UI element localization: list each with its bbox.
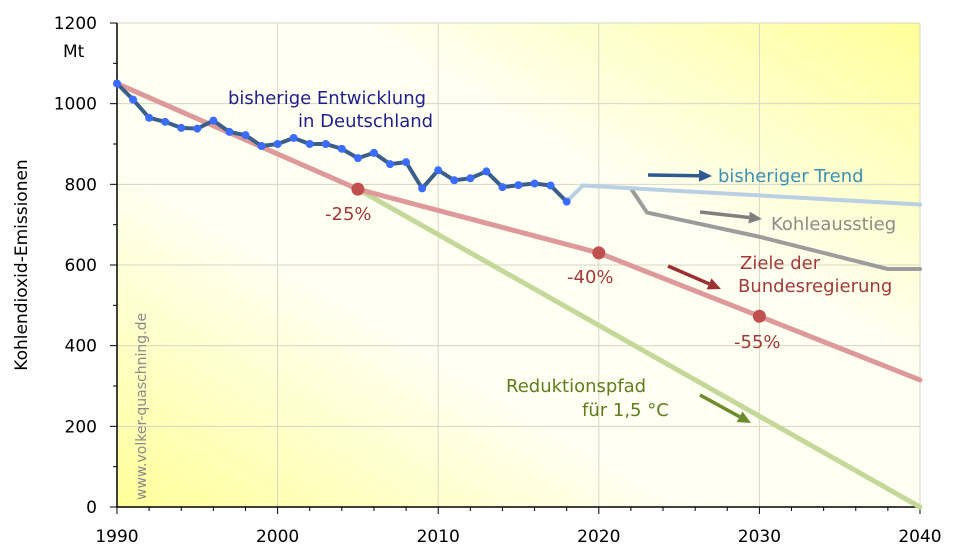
y-tick-label-600: 600 <box>65 256 97 276</box>
series-line-kohleausstieg <box>628 186 922 272</box>
y-tick-label-800: 800 <box>65 175 97 195</box>
y-tick-label-400: 400 <box>65 337 97 357</box>
y-unit-label: Mt <box>63 42 85 62</box>
annotation-reduktion-line2: für 1,5 °C <box>582 400 669 421</box>
x-tick-label-2040: 2040 <box>898 527 941 547</box>
annotation-kohleausstieg: Kohleausstieg <box>771 214 896 235</box>
annotation-ziele-line1: Ziele der <box>740 253 821 274</box>
annotation-trend: bisheriger Trend <box>718 166 864 187</box>
milestone-point-2030 <box>752 309 766 323</box>
data-point-2014 <box>498 183 507 192</box>
watermark: www.volker-quaschning.de <box>134 313 150 500</box>
data-point-2018 <box>562 197 571 206</box>
data-point-1996 <box>209 116 218 125</box>
milestone-label-2005: -25% <box>325 204 372 225</box>
annotation-arrows <box>647 169 762 423</box>
data-point-2002 <box>305 140 314 148</box>
data-point-2000 <box>273 140 282 148</box>
x-tick-label-2000: 2000 <box>256 527 299 547</box>
data-point-2016 <box>530 179 539 188</box>
axes <box>110 22 921 514</box>
data-point-1997 <box>225 127 234 136</box>
trend-arrow <box>647 169 712 182</box>
data-point-1995 <box>193 124 202 133</box>
milestone-point-2005 <box>351 182 365 196</box>
data-point-2015 <box>514 181 523 190</box>
x-tick-label-2010: 2010 <box>417 527 460 547</box>
data-point-2004 <box>337 144 346 153</box>
x-tick-label-2020: 2020 <box>577 527 620 547</box>
data-point-2005 <box>353 154 362 163</box>
data-point-1991 <box>129 95 138 104</box>
data-point-2017 <box>546 181 555 190</box>
milestone-point-2020 <box>592 246 606 260</box>
data-point-2013 <box>482 167 491 176</box>
y-tick-label-1200: 1200 <box>54 14 97 34</box>
series-line-trend <box>564 183 922 207</box>
marker-layer <box>113 79 766 323</box>
data-point-2011 <box>450 176 459 185</box>
x-tick-labels: 1990 2000 2010 2020 2030 2040 <box>95 527 941 547</box>
data-point-2007 <box>386 160 395 169</box>
y-tick-label-1000: 1000 <box>54 95 97 115</box>
series-line-reduktion <box>355 186 923 510</box>
y-axis-label: Kohlendioxid-Emissionen <box>12 159 32 370</box>
data-point-2003 <box>321 140 330 148</box>
data-point-2006 <box>369 148 378 157</box>
reduktion-arrow <box>699 393 751 423</box>
data-point-2010 <box>434 166 443 175</box>
data-point-1990 <box>113 79 121 88</box>
kohleausstieg-arrow <box>699 210 762 224</box>
grid-lines <box>117 22 921 507</box>
x-tick-label-2030: 2030 <box>738 527 781 547</box>
x-tick-label-1990: 1990 <box>95 527 138 547</box>
data-point-1998 <box>241 131 250 140</box>
y-tick-label-0: 0 <box>86 498 97 518</box>
data-point-2012 <box>466 174 475 183</box>
annotation-ziele-line2: Bundesregierung <box>738 276 892 297</box>
data-point-2009 <box>418 184 427 193</box>
data-point-1993 <box>161 117 170 126</box>
annotation-reduktion-line1: Reduktionspfad <box>506 376 646 397</box>
y-tick-label-200: 200 <box>65 417 97 437</box>
milestone-label-2020: -40% <box>567 267 614 288</box>
annotation-historical-line2: in Deutschland <box>298 111 433 132</box>
data-point-1999 <box>257 142 266 151</box>
y-tick-labels: 0 200 400 600 800 1000 1200 <box>54 14 97 518</box>
data-point-1992 <box>145 113 154 122</box>
data-point-1994 <box>177 123 186 132</box>
milestone-label-2030: -55% <box>734 332 781 353</box>
ziele-arrow <box>667 264 721 290</box>
data-point-2001 <box>289 133 298 142</box>
data-point-2008 <box>402 158 411 167</box>
annotation-historical-line1: bisherige Entwicklung <box>228 88 426 109</box>
